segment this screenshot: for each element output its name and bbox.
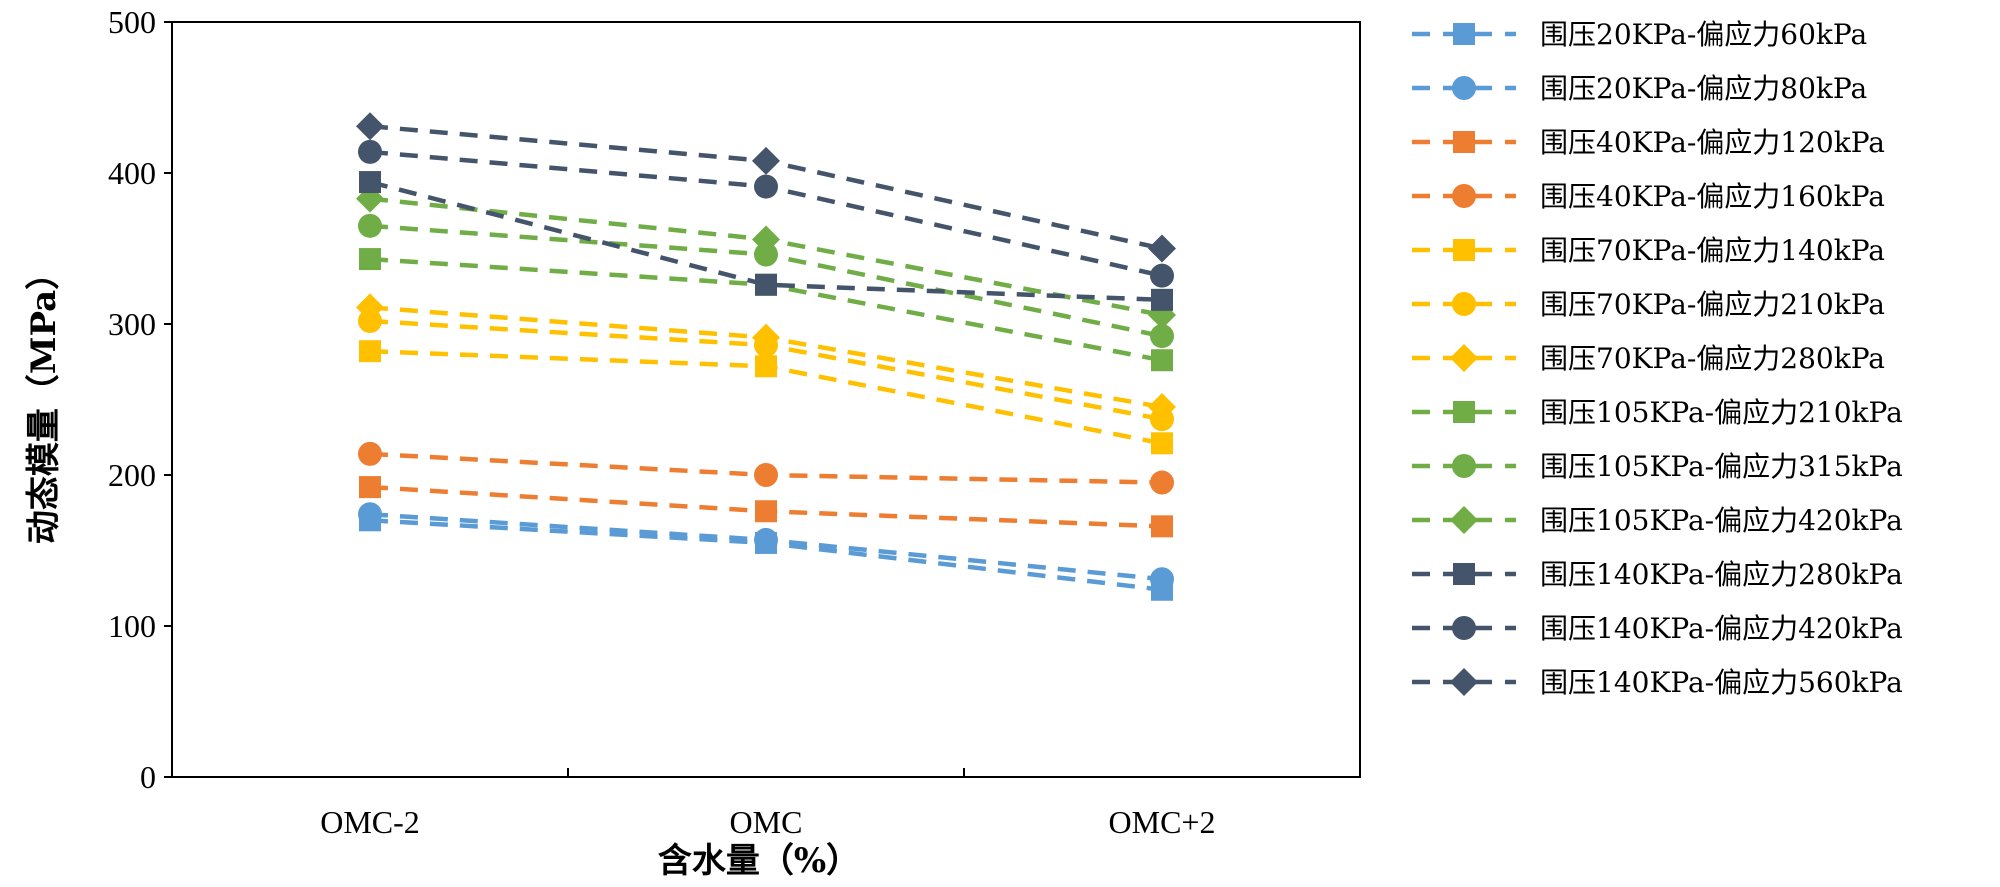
series-7 [356,293,1176,422]
series-layer [356,112,1176,601]
legend-marker [1450,344,1478,372]
legend-item: 围压140KPa-偏应力280kPa [1412,558,1903,591]
data-point [752,225,780,254]
legend-label: 围压70KPa-偏应力280kPa [1540,342,1885,375]
data-point [1148,234,1176,263]
series-2 [358,502,1174,592]
x-tick-label: OMC+2 [1109,804,1216,840]
data-point [1151,432,1173,455]
y-tick-label: 300 [108,306,156,342]
legend-item: 围压40KPa-偏应力160kPa [1412,180,1885,213]
legend-label: 围压40KPa-偏应力120kPa [1540,126,1885,159]
data-point [359,476,381,499]
x-axis-title: 含水量（%） [658,841,860,881]
data-point [755,355,777,378]
data-point [754,463,778,487]
data-point [1151,515,1173,538]
legend-item: 围压20KPa-偏应力60kPa [1412,18,1867,51]
data-point [752,323,780,352]
legend-marker [1450,668,1478,696]
legend-label: 围压105KPa-偏应力210kPa [1540,396,1903,429]
series-11 [359,171,1173,311]
legend-item: 围压140KPa-偏应力420kPa [1412,612,1903,645]
data-point [358,441,382,466]
series-5 [359,340,1173,455]
legend-item: 围压140KPa-偏应力560kPa [1412,666,1903,699]
y-tick-label: 400 [108,155,156,191]
legend-label: 围压140KPa-偏应力560kPa [1540,666,1903,699]
legend-label: 围压140KPa-偏应力420kPa [1540,612,1903,645]
legend-label: 围压105KPa-偏应力315kPa [1540,450,1903,483]
data-point [755,273,777,296]
y-ticks: 0 100 200 300 400 500 [108,4,172,795]
legend-item: 围压105KPa-偏应力420kPa [1412,504,1903,537]
data-point [356,112,384,141]
data-point [754,174,778,199]
data-point [359,340,381,363]
legend: 围压20KPa-偏应力60kPa 围压20KPa-偏应力80kPa 围压40KPa-… [1412,18,1903,699]
legend-marker [1453,563,1475,585]
series-1 [359,509,1173,601]
legend-marker [1452,292,1476,316]
data-point [1148,393,1176,422]
series-3 [359,476,1173,538]
legend-item: 围压105KPa-偏应力315kPa [1412,450,1903,483]
legend-marker [1453,23,1475,45]
legend-label: 围压20KPa-偏应力60kPa [1540,18,1867,51]
series-4 [358,441,1174,495]
legend-marker [1452,184,1476,208]
legend-marker [1452,76,1476,100]
series-9 [358,213,1174,349]
data-point [358,139,382,164]
legend-label: 围压70KPa-偏应力210kPa [1540,288,1885,321]
data-point [1150,567,1174,592]
legend-marker [1450,506,1478,534]
x-ticks: OMC-2 OMC OMC+2 [320,768,1215,840]
legend-marker [1452,454,1476,478]
legend-marker [1453,239,1475,261]
y-tick-label: 500 [108,4,156,40]
x-tick-label: OMC [730,804,803,840]
data-point [359,171,381,194]
data-point [1151,288,1173,311]
y-tick-label: 100 [108,608,156,644]
data-point [754,527,778,552]
data-point [1150,263,1174,288]
data-point [1150,324,1174,349]
data-point [1150,470,1174,495]
legend-item: 围压105KPa-偏应力210kPa [1412,396,1903,429]
data-point [1151,349,1173,372]
y-axis-title: 动态模量（MPa） [24,256,64,544]
legend-label: 围压70KPa-偏应力140kPa [1540,234,1885,267]
data-point [359,248,381,271]
series-12 [358,139,1174,288]
legend-label: 围压105KPa-偏应力420kPa [1540,504,1903,537]
legend-marker [1453,131,1475,153]
data-point [358,213,382,238]
data-point [752,146,780,175]
data-point [356,293,384,322]
series-line [369,179,1163,303]
data-point [755,500,777,523]
series-13 [356,112,1176,263]
legend-item: 围压20KPa-偏应力80kPa [1412,72,1867,105]
legend-label: 围压40KPa-偏应力160kPa [1540,180,1885,213]
y-tick-label: 200 [108,457,156,493]
legend-item: 围压40KPa-偏应力120kPa [1412,126,1885,159]
plot-area-border [171,21,1361,778]
legend-item: 围压70KPa-偏应力210kPa [1412,288,1885,321]
legend-item: 围压70KPa-偏应力280kPa [1412,342,1885,375]
legend-marker [1453,401,1475,423]
y-tick-label: 0 [140,759,156,795]
legend-marker [1452,616,1476,640]
legend-label: 围压20KPa-偏应力80kPa [1540,72,1867,105]
data-point [358,502,382,527]
legend-item: 围压70KPa-偏应力140kPa [1412,234,1885,267]
legend-label: 围压140KPa-偏应力280kPa [1540,558,1903,591]
x-tick-label: OMC-2 [320,804,420,840]
data-point [754,242,778,267]
